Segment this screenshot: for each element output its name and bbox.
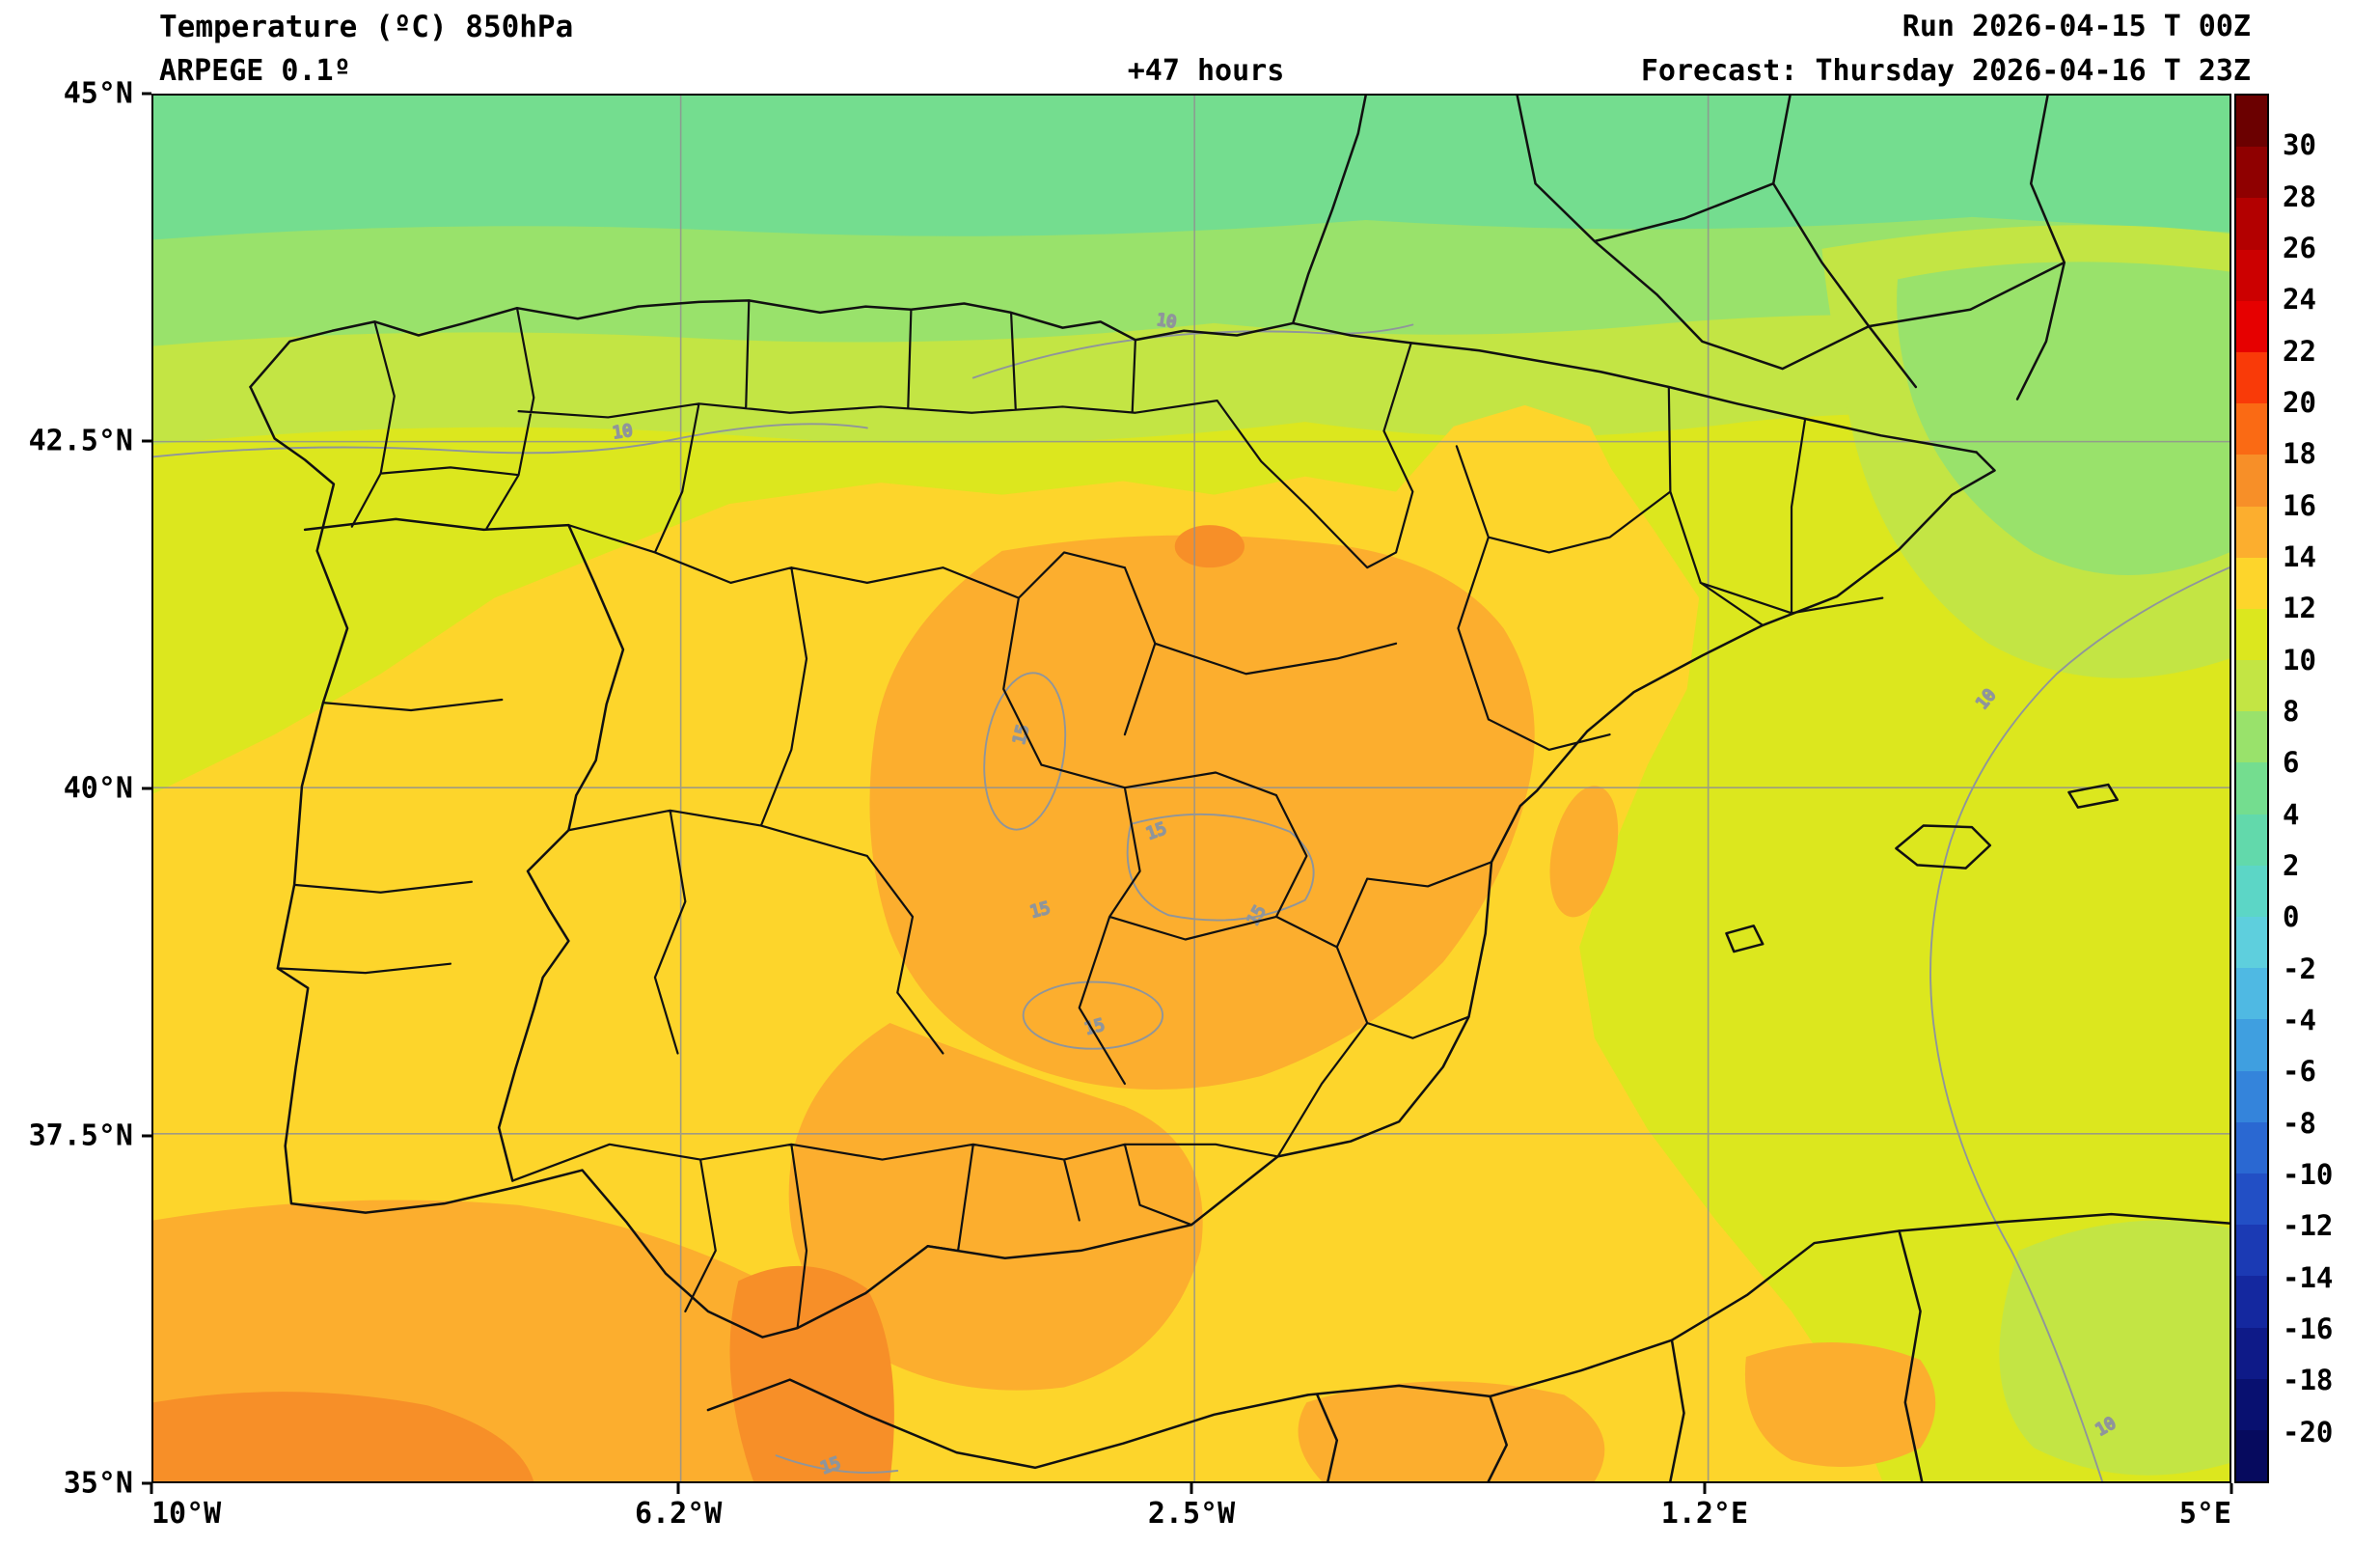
colorbar-band <box>2236 814 2267 866</box>
colorbar-band <box>2236 1378 2267 1430</box>
colorbar-band <box>2236 968 2267 1020</box>
colorbar-tick-label: 26 <box>2283 231 2316 264</box>
colorbar-band <box>2236 1327 2267 1379</box>
colorbar-tick-label: 18 <box>2283 437 2316 471</box>
latitude-tick-label: 35°N <box>63 1466 133 1501</box>
colorbar-band <box>2236 455 2267 507</box>
africa-coastline <box>706 1212 2230 1470</box>
colorbar-band <box>2236 762 2267 814</box>
latitude-tick-label: 42.5°N <box>28 424 133 458</box>
colorbar-band <box>2236 506 2267 558</box>
colorbar-band <box>2236 865 2267 917</box>
colorbar-tick-label: 28 <box>2283 179 2316 213</box>
colorbar-band <box>2236 96 2267 148</box>
colorbar-band <box>2236 351 2267 404</box>
colorbar-tick-label: 16 <box>2283 488 2316 522</box>
colorbar-band <box>2236 660 2267 712</box>
lead-time-label: +47 hours <box>1127 54 1285 88</box>
colorbar-tick-label: -14 <box>2283 1260 2334 1294</box>
longitude-tick-label: 1.2°E <box>1660 1497 1749 1531</box>
colorbar-band <box>2236 711 2267 763</box>
graticule-gridlines <box>153 96 2230 1481</box>
colorbar-tick-label: 4 <box>2283 797 2300 831</box>
colorbar-tick-label: 14 <box>2283 540 2316 573</box>
longitude-axis: 10°W 6.2°W 2.5°W 1.2°E 5°E <box>150 1483 2233 1541</box>
coastline-and-borders <box>249 96 2230 1481</box>
pyrenees-border <box>1291 321 1978 454</box>
colorbar-band <box>2236 300 2267 352</box>
longitude-tick-label: 5°E <box>2178 1497 2231 1531</box>
latitude-tick-mark <box>142 439 151 443</box>
africa-borders <box>1316 1229 1924 1481</box>
map-plot-area: 10 10 10 10 15 15 15 15 15 15 <box>151 94 2231 1483</box>
colorbar-band <box>2236 1173 2267 1226</box>
colorbar-tick-label: 10 <box>2283 643 2316 676</box>
west-south-coastline <box>249 385 1996 1339</box>
colorbar-band <box>2236 608 2267 661</box>
longitude-tick-mark <box>1190 1483 1193 1494</box>
longitude-tick-mark <box>676 1483 680 1494</box>
colorbar-tick-labels: 30 28 26 24 22 20 18 16 14 12 10 8 6 4 2 0 -2 -4 -6 -8 -10 -1… <box>2283 94 2380 1483</box>
colorbar-band <box>2236 1070 2267 1122</box>
colorbar-tick-label: -20 <box>2283 1415 2334 1449</box>
colorbar-tick-label: 30 <box>2283 128 2316 162</box>
colorbar-tick-label: 20 <box>2283 385 2316 419</box>
colorbar-tick-label: 2 <box>2283 849 2300 882</box>
colorbar-tick-label: 12 <box>2283 592 2316 625</box>
colorbar-tick-label: 8 <box>2283 694 2300 728</box>
latitude-tick-mark <box>142 92 151 96</box>
colorbar-band <box>2236 1429 2267 1482</box>
colorbar-band <box>2236 403 2267 456</box>
colorbar-tick-label: -16 <box>2283 1311 2334 1345</box>
colorbar-band <box>2236 1121 2267 1173</box>
latitude-axis: 45°N 42.5°N 40°N 37.5°N 35°N <box>0 77 151 1501</box>
longitude-tick-label: 6.2°W <box>634 1497 723 1531</box>
colorbar-tick-label: -10 <box>2283 1158 2334 1191</box>
colorbar-tick-label: -6 <box>2283 1055 2316 1089</box>
longitude-tick-mark <box>150 1483 153 1494</box>
colorbar-band <box>2236 147 2267 199</box>
contour-value-label: 10 <box>1155 311 1177 333</box>
province-borders <box>276 299 1884 1330</box>
colorbar-tick-label: 22 <box>2283 334 2316 368</box>
colorbar-band <box>2236 198 2267 250</box>
run-label: Run 2026-04-15 T 00Z <box>1901 10 2251 43</box>
colorbar-tick-label: -12 <box>2283 1209 2334 1243</box>
colorbar-tick-label: 24 <box>2283 283 2316 317</box>
latitude-tick-label: 37.5°N <box>28 1118 133 1153</box>
balearic-islands <box>1725 783 2120 953</box>
map-title: Temperature (ºC) 850hPa <box>159 10 574 44</box>
colorbar-tick-label: -4 <box>2283 1004 2316 1036</box>
temperature-colorbar <box>2234 94 2269 1483</box>
colorbar-band <box>2236 249 2267 301</box>
north-coastline <box>249 96 1367 389</box>
longitude-tick-label: 2.5°W <box>1147 1497 1236 1531</box>
contour-value-label: 10 <box>612 422 634 444</box>
colorbar-tick-label: 6 <box>2283 746 2300 780</box>
model-label: ARPEGE 0.1º <box>159 54 351 88</box>
colorbar-tick-label: -18 <box>2283 1364 2334 1397</box>
colorbar-tick-label: 0 <box>2283 900 2300 934</box>
france-borders <box>1516 96 2066 400</box>
colorbar-band <box>2236 1019 2267 1071</box>
colorbar-tick-label: -8 <box>2283 1106 2316 1140</box>
latitude-tick-mark <box>142 1134 151 1138</box>
longitude-tick-mark <box>2230 1483 2233 1494</box>
longitude-tick-label: 10°W <box>151 1497 222 1531</box>
latitude-tick-label: 40°N <box>63 771 133 806</box>
colorbar-band <box>2236 917 2267 969</box>
colorbar-tick-label: -2 <box>2283 952 2316 985</box>
forecast-label: Forecast: Thursday 2026-04-16 T 23Z <box>1640 54 2251 88</box>
temperature-field <box>153 96 2230 1481</box>
colorbar-band <box>2236 557 2267 609</box>
colorbar-band <box>2236 1276 2267 1328</box>
portugal-border <box>303 517 625 1182</box>
latitude-tick-label: 45°N <box>63 76 133 111</box>
colorbar-band <box>2236 1225 2267 1277</box>
latitude-tick-mark <box>142 787 151 790</box>
latitude-tick-mark <box>142 1481 151 1485</box>
longitude-tick-mark <box>1703 1483 1707 1494</box>
